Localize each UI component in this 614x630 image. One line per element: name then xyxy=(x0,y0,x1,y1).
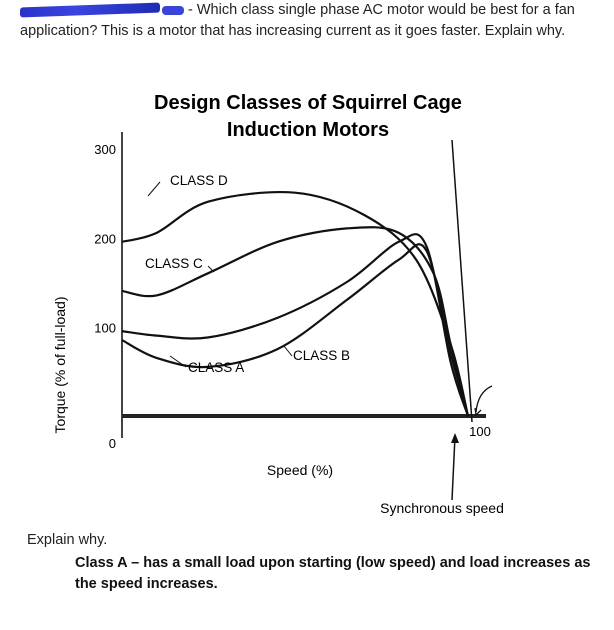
y-tick-label: 300 xyxy=(94,142,116,157)
x-axis-label: Speed (%) xyxy=(267,462,333,478)
y-tick-label: 0 xyxy=(109,436,116,451)
class-d-label: CLASS D xyxy=(170,173,228,188)
chart-title-line1: Design Classes of Squirrel Cage xyxy=(154,92,462,114)
redaction-mark xyxy=(20,2,160,18)
question-body: - Which class single phase AC motor woul… xyxy=(20,2,575,39)
synchronous-speed-annotation: Synchronous speed xyxy=(380,500,504,516)
class-b-curve xyxy=(121,233,470,417)
class-d-curve xyxy=(121,190,470,417)
synchronous-speed-pointer xyxy=(451,435,456,501)
class-b-leader xyxy=(283,345,293,357)
class-b-label: CLASS B xyxy=(293,348,350,363)
class-c-leader xyxy=(207,265,215,273)
pointer-arrowhead xyxy=(451,433,459,443)
redaction-mark-tail xyxy=(162,5,184,15)
y-tick-label: 200 xyxy=(94,231,116,246)
class-a-label: CLASS A xyxy=(188,360,244,375)
class-a-curve xyxy=(121,243,470,417)
series-labels: CLASS D CLASS C CLASS B CLASS A xyxy=(145,173,350,375)
chart-title-line2: Induction Motors xyxy=(227,119,389,141)
class-c-label: CLASS C xyxy=(145,256,203,271)
question-text: - Which class single phase AC motor woul… xyxy=(20,0,605,42)
class-c-curve xyxy=(121,226,470,417)
slip-curve-arrowhead xyxy=(474,407,482,417)
explain-label: Explain why. xyxy=(27,532,108,548)
axes: 300 200 100 0 100 xyxy=(94,132,493,501)
y-axis-label: Torque (% of full-load) xyxy=(52,297,68,434)
synchronous-speed-line xyxy=(451,139,473,423)
series-layer xyxy=(121,190,470,417)
x-tick-label: 100 xyxy=(469,424,491,439)
slip-curve-arrow xyxy=(475,385,493,413)
torque-speed-chart: Design Classes of Squirrel Cage Inductio… xyxy=(52,92,504,516)
class-a-leader xyxy=(169,355,187,368)
y-tick-label: 100 xyxy=(94,321,116,336)
class-d-leader xyxy=(147,181,161,197)
answer-text: Class A – has a small load upon starting… xyxy=(75,555,591,592)
